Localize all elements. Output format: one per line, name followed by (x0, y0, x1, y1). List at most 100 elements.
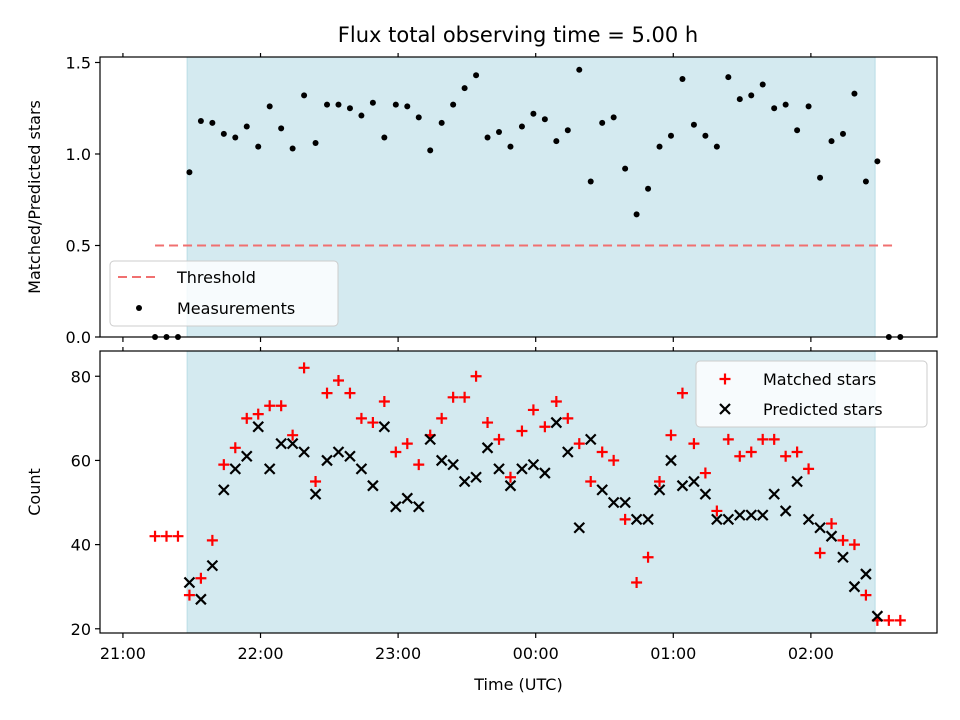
predicted-star-point (562, 446, 574, 458)
predicted-star-point (642, 513, 654, 526)
predicted-star-point (779, 505, 792, 517)
matched-star-point (504, 471, 516, 483)
predicted-star-point (309, 488, 322, 500)
legend-matched-label: Matched stars (763, 370, 876, 389)
predicted-star-point (871, 610, 884, 622)
measurement-point (541, 116, 548, 123)
legend: Matched stars Predicted stars (695, 360, 928, 428)
measurement-point (576, 66, 583, 73)
legend-measurement-swatch (136, 305, 142, 311)
x-tick-label: 01:00 (650, 644, 696, 663)
measurement-point (404, 103, 411, 110)
predicted-star-point (745, 509, 758, 521)
measurement-point (633, 211, 640, 218)
measurement-point (186, 169, 193, 176)
predicted-star-point (504, 479, 517, 492)
matched-star-point (665, 429, 677, 441)
x-tick-label: 02:00 (788, 644, 834, 663)
matched-star-point (206, 534, 218, 546)
y-tick-label: 80 (71, 367, 91, 386)
predicted-star-point (263, 463, 276, 475)
matched-star-point (367, 417, 379, 429)
predicted-star-point (722, 513, 735, 526)
predicted-star-point (378, 420, 391, 433)
measurement-point (690, 121, 697, 128)
measurement-point (874, 158, 881, 165)
predicted-star-point (240, 450, 253, 463)
matched-star-point (791, 446, 803, 458)
y-tick-label: 40 (71, 536, 91, 555)
matched-star-point (550, 396, 562, 408)
matched-star-point (596, 446, 608, 458)
matched-star-point (183, 589, 195, 601)
predicted-star-point (699, 488, 712, 500)
measurement-point (599, 119, 606, 126)
measurement-point (484, 134, 491, 141)
y-tick-label: 1.0 (66, 145, 91, 164)
measurement-point (427, 147, 434, 154)
matched-star-point (401, 438, 413, 450)
predicted-star-point (367, 479, 379, 492)
measurement-point (748, 92, 755, 99)
figure-title: Flux total observing time = 5.00 h (338, 23, 698, 47)
measurement-point (369, 99, 376, 106)
matched-star-point (803, 463, 815, 475)
measurement-point (473, 72, 480, 79)
measurement-point (530, 110, 537, 117)
matched-star-point (654, 475, 666, 487)
predicted-star-point (481, 442, 494, 454)
predicted-star-point (183, 576, 196, 589)
measurement-point (587, 178, 594, 185)
x-axis-label: Time (UTC) (473, 675, 562, 694)
matched-star-point (172, 530, 184, 542)
measurement-point (461, 85, 468, 92)
measurement-point (667, 132, 674, 139)
matched-star-point (355, 412, 367, 424)
measurement-point (324, 101, 331, 108)
top-panel: 0.0 0.5 1.0 1.5 Matched/Predicted stars Thres… (25, 53, 938, 347)
matched-star-point (894, 614, 906, 626)
predicted-star-point (527, 458, 540, 471)
x-tick-label: 00:00 (513, 644, 559, 663)
measurement-point (679, 75, 686, 82)
legend-threshold-label: Threshold (176, 268, 256, 287)
predicted-star-point (298, 446, 310, 458)
predicted-star-point (332, 446, 345, 458)
measurement-point (702, 132, 709, 139)
predicted-star-point (711, 513, 723, 526)
matched-star-point (619, 513, 631, 525)
predicted-star-point (470, 471, 482, 484)
predicted-star-point (619, 496, 631, 509)
y-axis-label: Count (25, 468, 44, 516)
matched-star-point (745, 446, 757, 458)
predicted-star-point (550, 416, 563, 429)
matched-star-point (711, 505, 723, 517)
predicted-star-point (252, 420, 265, 433)
predicted-star-point (539, 467, 551, 479)
matched-star-point (676, 387, 688, 399)
matched-star-point (516, 425, 528, 437)
measurement-point (713, 143, 720, 150)
predicted-star-point (355, 463, 368, 475)
measurement-point (851, 90, 858, 97)
measurement-point (278, 125, 285, 132)
matched-star-point (298, 362, 310, 374)
measurement-point (794, 127, 801, 134)
legend-box (695, 360, 928, 428)
predicted-star-point (756, 509, 769, 521)
x-tick-label: 22:00 (237, 644, 283, 663)
measurement-point (358, 112, 365, 119)
legend: Threshold Measurements (109, 260, 339, 327)
predicted-star-point (229, 463, 242, 475)
predicted-star-point (344, 450, 356, 463)
predicted-star-point (286, 437, 299, 450)
predicted-star-point (573, 521, 586, 534)
matched-star-point (275, 400, 287, 412)
predicted-star-point (218, 484, 230, 496)
predicted-star-point (734, 509, 746, 521)
predicted-star-point (390, 500, 402, 513)
measurement-point (862, 178, 869, 185)
matched-star-point (585, 475, 597, 487)
predicted-star-point (321, 454, 333, 467)
